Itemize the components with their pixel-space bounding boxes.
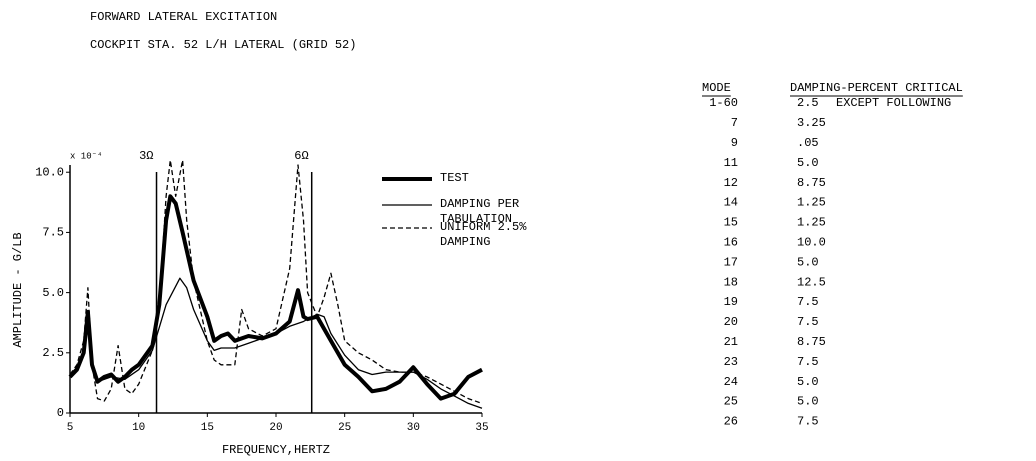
table-cell: 5.0 bbox=[797, 395, 819, 409]
table-cell: 15 bbox=[724, 216, 738, 230]
table-cell: 14 bbox=[724, 196, 738, 210]
x-tick-label: 30 bbox=[407, 422, 420, 434]
table-cell: 9 bbox=[731, 136, 738, 150]
table-cell: 10.0 bbox=[797, 235, 826, 249]
table-cell: .05 bbox=[797, 136, 819, 150]
table-cell: 1-60 bbox=[709, 96, 738, 110]
y-tick-label: 5.0 bbox=[42, 286, 64, 300]
table-cell: 25 bbox=[724, 395, 738, 409]
table-cell: 2.5 bbox=[797, 96, 819, 110]
y-tick-label: 7.5 bbox=[42, 226, 64, 240]
table-cell: 18 bbox=[724, 275, 738, 289]
y-tick-label: 10.0 bbox=[35, 165, 64, 179]
x-axis-label: FREQUENCY,HERTZ bbox=[222, 443, 330, 457]
table-cell: 1.25 bbox=[797, 196, 826, 210]
table-header: DAMPING-PERCENT CRITICAL bbox=[790, 81, 963, 95]
table-cell: 7.5 bbox=[797, 355, 819, 369]
table-cell: 5.0 bbox=[797, 156, 819, 170]
table-cell: 8.75 bbox=[797, 335, 826, 349]
x-tick-label: 20 bbox=[269, 422, 282, 434]
table-cell: 20 bbox=[724, 315, 738, 329]
series-line bbox=[69, 159, 483, 405]
annotation: 6Ω bbox=[294, 149, 308, 163]
table-cell: 1.25 bbox=[797, 216, 826, 230]
table-cell: 3.25 bbox=[797, 116, 826, 130]
legend-label: DAMPING PER TABULATION bbox=[440, 197, 520, 226]
series-line bbox=[68, 194, 483, 401]
title: FORWARD LATERAL EXCITATION bbox=[90, 10, 277, 24]
table-cell: 7.5 bbox=[797, 295, 819, 309]
table-cell: 23 bbox=[724, 355, 738, 369]
series-line bbox=[69, 277, 483, 409]
table-cell: 7.5 bbox=[797, 415, 819, 429]
legend-label: TEST bbox=[440, 171, 469, 185]
x-tick-label: 35 bbox=[475, 422, 488, 434]
table-cell: 26 bbox=[724, 415, 738, 429]
table-cell: 21 bbox=[724, 335, 738, 349]
x-tick-label: 5 bbox=[67, 422, 74, 434]
table-cell: 12 bbox=[724, 176, 738, 190]
table-cell: 5.0 bbox=[797, 255, 819, 269]
y-tick-label: 2.5 bbox=[42, 346, 64, 360]
table-cell: 5.0 bbox=[797, 375, 819, 389]
table-cell: 8.75 bbox=[797, 176, 826, 190]
x-tick-label: 25 bbox=[338, 422, 351, 434]
y-unit: x 10⁻⁴ bbox=[70, 150, 102, 161]
table-cell: 24 bbox=[724, 375, 738, 389]
table-cell: 12.5 bbox=[797, 275, 826, 289]
table-cell: 11 bbox=[724, 156, 738, 170]
x-tick-label: 10 bbox=[132, 422, 145, 434]
table-cell: EXCEPT FOLLOWING bbox=[836, 96, 951, 110]
table-cell: 17 bbox=[724, 255, 738, 269]
x-tick-label: 15 bbox=[201, 422, 214, 434]
subtitle: COCKPIT STA. 52 L/H LATERAL (GRID 52) bbox=[90, 38, 356, 52]
table-cell: 16 bbox=[724, 235, 738, 249]
legend-label: UNIFORM 2.5% DAMPING bbox=[440, 220, 527, 249]
y-tick-label: 0 bbox=[57, 406, 64, 420]
table-cell: 7.5 bbox=[797, 315, 819, 329]
table-cell: 7 bbox=[731, 116, 738, 130]
y-axis-label: AMPLITUDE - G/LB bbox=[11, 232, 25, 347]
table-header: MODE bbox=[702, 81, 731, 95]
annotation: 3Ω bbox=[139, 149, 153, 163]
table-cell: 19 bbox=[724, 295, 738, 309]
